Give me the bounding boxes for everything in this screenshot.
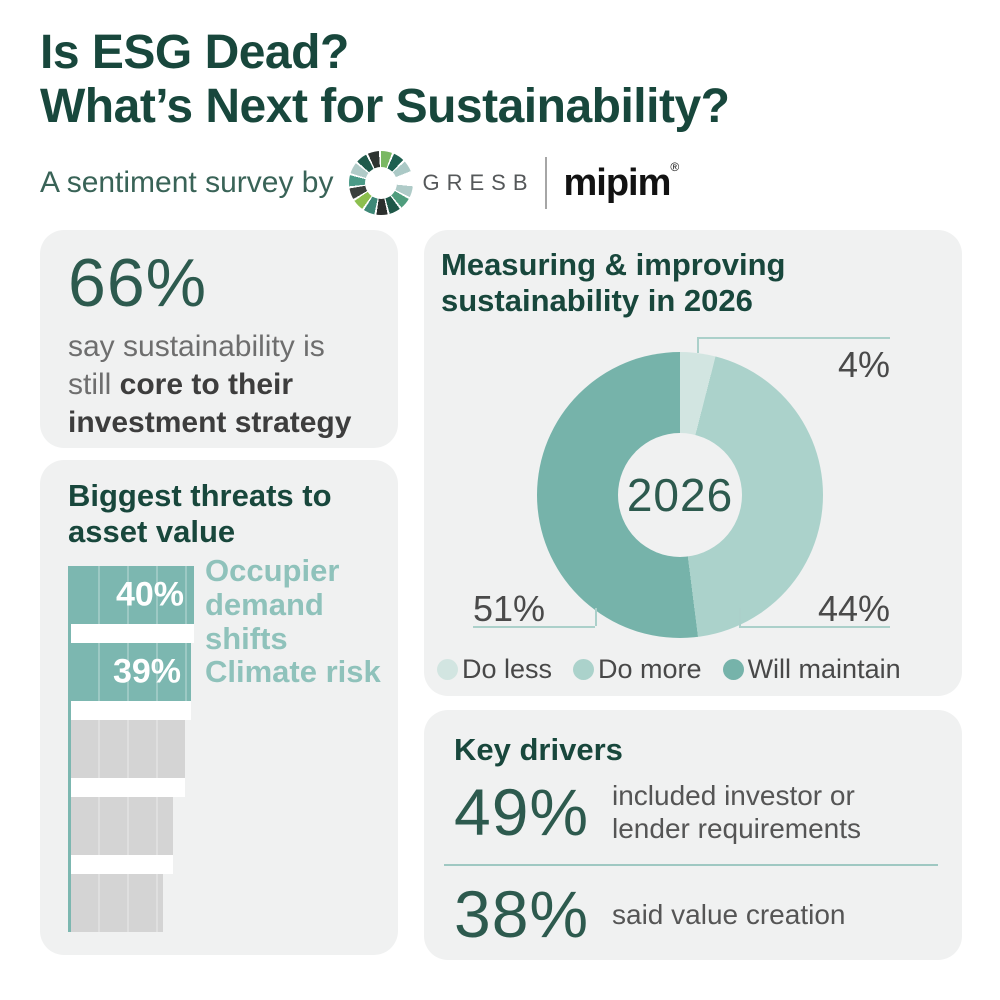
leader-line-do-more — [739, 626, 890, 628]
legend-label: Do more — [598, 654, 702, 684]
donut-legend: Do less Do more Will maintain — [437, 654, 901, 685]
pct-label-do-less: 4% — [837, 344, 890, 385]
drivers-card: Key drivers 49% included investor or len… — [424, 710, 962, 960]
registered-mark: ® — [670, 159, 679, 174]
leader-riser-do-more — [739, 608, 741, 626]
bar-category-label: Occupier demand shifts — [205, 553, 340, 656]
stat-text-line-3: investment strategy — [68, 404, 378, 442]
stat-text: say sustainability is still core to thei… — [68, 328, 378, 442]
driver-value: 38% — [454, 877, 590, 951]
driver-desc-line-1: included investor or — [612, 780, 855, 811]
mipim-wordmark: mipim® — [563, 159, 680, 205]
legend-item: Do less — [437, 654, 552, 685]
gresb-logo-icon — [349, 151, 414, 215]
stat-text-bold: core to their — [119, 368, 294, 401]
drivers-divider — [444, 864, 938, 866]
donut-card: Measuring & improving sustainability in … — [424, 230, 962, 696]
bar — [71, 797, 173, 874]
bar — [71, 874, 163, 932]
stat-text-line-1: say sustainability is — [68, 328, 378, 366]
bar-value-label: 39% — [112, 652, 181, 691]
driver-desc-line-1: said value creation — [612, 898, 846, 930]
driver-desc: included investor or lender requirements — [612, 779, 861, 845]
stat-text-light: say sustainability is — [68, 330, 325, 363]
bar-category-label: Climate risk — [205, 654, 381, 689]
threats-bar-chart: 40% Occupier demand shifts 39% Climate risk — [68, 554, 381, 932]
bar: 39% — [71, 643, 191, 720]
bar-row: 40% Occupier demand shifts — [71, 554, 368, 656]
leader-riser-will-maintain — [595, 608, 597, 626]
pct-label-will-maintain: 51% — [473, 588, 546, 629]
donut-heading: Measuring & improving sustainability in … — [441, 247, 785, 319]
legend-label: Do less — [462, 654, 553, 684]
subtitle: A sentiment survey by — [40, 166, 334, 199]
bar: 40% — [71, 566, 194, 643]
threats-card: Biggest threats to asset value 40% Occupi… — [40, 460, 398, 955]
mipim-text: mipim — [563, 161, 672, 204]
bar-row — [71, 874, 368, 932]
brand-row: A sentiment survey by GRESB mipim® — [40, 148, 680, 218]
legend-dot-icon — [573, 659, 595, 680]
bar-value-label: 40% — [115, 575, 184, 614]
legend-label: Will maintain — [747, 654, 901, 684]
donut-hole: 2026 — [618, 433, 742, 557]
title-line-1: Is ESG Dead? — [40, 26, 349, 79]
stat-value: 66% — [68, 245, 208, 321]
threats-heading-line-2: asset value — [68, 514, 236, 549]
donut-chart: 2026 — [537, 352, 823, 638]
donut-heading-line-1: Measuring & improving — [441, 247, 786, 282]
donut-heading-line-2: sustainability in 2026 — [441, 283, 753, 318]
pct-label-do-more: 44% — [817, 588, 890, 629]
gresb-wordmark: GRESB — [422, 170, 535, 195]
legend-dot-icon — [437, 659, 458, 680]
driver-row-1: 49% included investor or lender requirem… — [454, 774, 946, 850]
page-title: Is ESG Dead? What’s Next for Sustainabil… — [40, 26, 730, 134]
legend-item: Will maintain — [722, 654, 901, 685]
brand-divider — [544, 157, 547, 209]
driver-desc: said value creation — [612, 898, 845, 931]
legend-dot-icon — [722, 659, 744, 680]
drivers-heading: Key drivers — [454, 732, 623, 767]
stat-text-light: still — [68, 368, 120, 401]
driver-desc-line-2: lender requirements — [612, 813, 862, 844]
donut-center-label: 2026 — [626, 469, 734, 521]
bar-row — [71, 797, 368, 874]
bar-row: 39% Climate risk — [71, 643, 381, 720]
driver-value: 49% — [454, 775, 590, 849]
leader-line-will-maintain — [473, 626, 595, 628]
threats-heading: Biggest threats to asset value — [68, 478, 398, 550]
stat-card: 66% say sustainability is still core to … — [40, 230, 398, 448]
bar-row — [71, 720, 368, 797]
stat-text-bold: investment strategy — [68, 406, 352, 439]
title-line-2: What’s Next for Sustainability? — [40, 80, 730, 133]
bar — [71, 720, 185, 797]
legend-item: Do more — [573, 654, 702, 685]
leader-riser-do-less — [697, 337, 699, 353]
stat-text-line-2: still core to their — [68, 366, 378, 404]
leader-line-do-less — [697, 337, 890, 339]
threats-heading-line-1: Biggest threats to — [68, 478, 332, 513]
driver-row-2: 38% said value creation — [454, 876, 946, 952]
